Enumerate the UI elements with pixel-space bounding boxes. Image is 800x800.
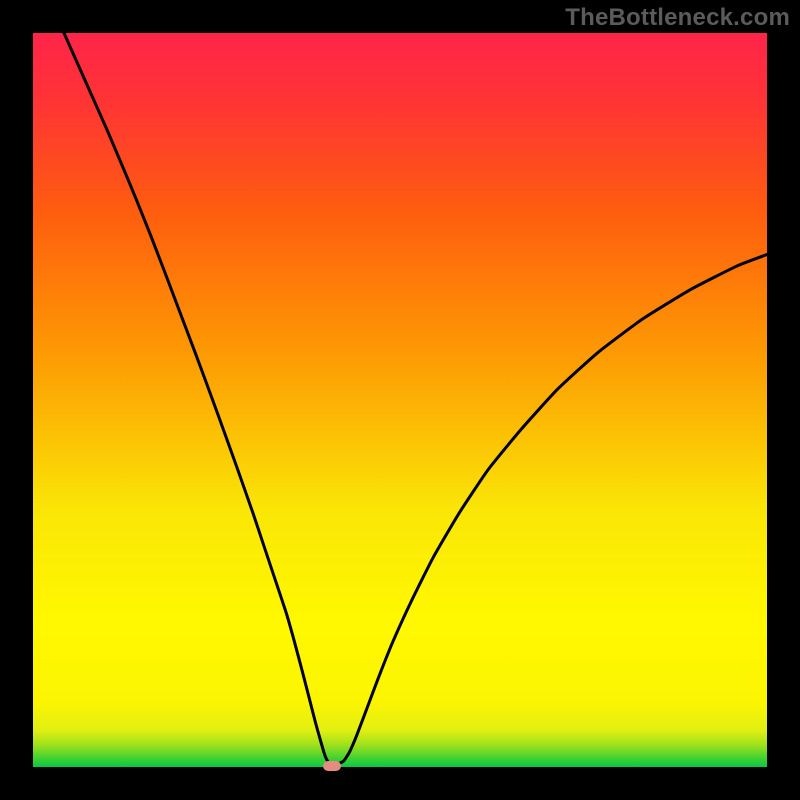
chart-root: TheBottleneck.com — [0, 0, 800, 800]
attribution-text: TheBottleneck.com — [565, 4, 790, 32]
curve-svg — [33, 33, 767, 767]
min-marker — [323, 761, 341, 771]
plot-area — [33, 33, 767, 767]
curve-path — [62, 33, 767, 764]
